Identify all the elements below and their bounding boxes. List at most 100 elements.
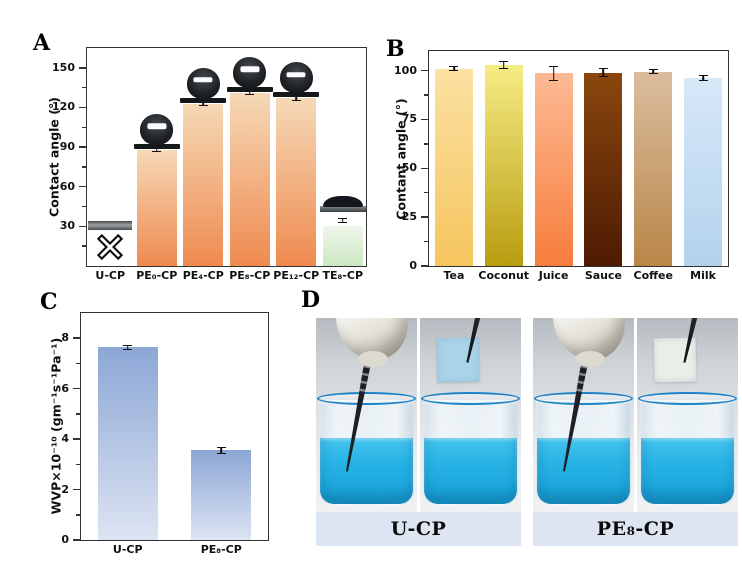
error-bar bbox=[499, 60, 509, 69]
y-axis-tick bbox=[421, 69, 428, 72]
water-droplet-icon bbox=[233, 56, 267, 88]
category-label-U-CP: U-CP bbox=[95, 269, 126, 282]
bar-Coconut bbox=[484, 64, 523, 266]
y-axis-tick-label: 0 bbox=[409, 259, 417, 272]
y-axis-minor-tick bbox=[82, 245, 86, 247]
category-label-Milk: Milk bbox=[690, 269, 716, 282]
bar-PE₄-CP bbox=[183, 103, 224, 266]
y-axis-tick-label: 60 bbox=[59, 179, 75, 193]
beaker bbox=[421, 392, 520, 506]
y-axis-tick-label: 120 bbox=[52, 100, 75, 114]
photo-caption-u-cp: U-CP bbox=[316, 512, 521, 546]
bar-PE₈-CP bbox=[191, 450, 252, 540]
y-axis-tick-label: 30 bbox=[59, 219, 75, 233]
beaker-rim bbox=[317, 392, 416, 405]
bar-U-CP bbox=[97, 347, 158, 540]
error-bar bbox=[549, 65, 559, 82]
y-axis-minor-tick bbox=[424, 143, 428, 145]
error-bar bbox=[123, 344, 133, 350]
category-label-U-CP: U-CP bbox=[112, 543, 143, 556]
category-label-PE₈-CP: PE₈-CP bbox=[200, 543, 242, 556]
beaker-liquid bbox=[641, 438, 734, 504]
film-slab bbox=[88, 221, 133, 230]
panel-a-label: A bbox=[33, 30, 51, 56]
category-label-Juice: Juice bbox=[538, 269, 569, 282]
y-axis-tick bbox=[421, 118, 428, 121]
y-axis-minor-tick bbox=[82, 86, 86, 89]
category-label-PE₈-CP: PE₈-CP bbox=[229, 269, 271, 282]
y-axis-tick bbox=[421, 167, 428, 170]
bar-Coffee bbox=[634, 71, 673, 266]
y-axis-tick bbox=[421, 265, 428, 267]
category-label-PE₀-CP: PE₀-CP bbox=[136, 269, 178, 282]
beaker bbox=[638, 392, 737, 506]
y-axis-minor-tick bbox=[76, 413, 80, 415]
y-axis-tick bbox=[73, 438, 80, 440]
panel-c-label: C bbox=[40, 289, 58, 315]
panel-a-y-axis-label: Contact angle (°) bbox=[46, 97, 62, 217]
cross-icon bbox=[96, 233, 124, 261]
photo-caption-pe8-cp: PE₈-CP bbox=[533, 512, 738, 546]
photo-pair bbox=[533, 318, 738, 512]
droplet-substrate bbox=[180, 97, 227, 103]
water-droplet-icon bbox=[140, 113, 174, 145]
y-axis-tick-label: 100 bbox=[394, 63, 417, 77]
category-label-Tea: Tea bbox=[443, 269, 465, 282]
error-bar bbox=[338, 217, 348, 224]
y-axis-tick-label: 75 bbox=[401, 112, 417, 126]
beaker-rim bbox=[421, 392, 520, 405]
beaker bbox=[317, 392, 416, 506]
panel-c-plot: 0 2 4 6 8 U-CP PE₈-CP bbox=[61, 312, 269, 555]
beaker-rim bbox=[534, 392, 633, 405]
y-axis-tick-label: 0 bbox=[61, 533, 69, 546]
beaker-liquid bbox=[320, 438, 413, 504]
category-label-PE₁₂-CP: PE₁₂-CP bbox=[273, 269, 320, 282]
bar-Juice bbox=[534, 73, 573, 266]
y-axis-minor-tick bbox=[424, 191, 428, 194]
droplet-substrate bbox=[273, 92, 320, 98]
y-axis-tick bbox=[79, 225, 86, 228]
y-axis-tick bbox=[79, 106, 86, 109]
y-axis-tick-label: 50 bbox=[401, 161, 417, 175]
bar-Sauce bbox=[584, 72, 623, 266]
beaker-rim bbox=[638, 392, 737, 405]
photo-lift-u-cp bbox=[420, 318, 521, 512]
y-axis-tick bbox=[73, 539, 80, 541]
category-label-Coconut: Coconut bbox=[478, 269, 530, 282]
y-axis-tick-label: 150 bbox=[52, 60, 75, 74]
panel-d-label: D bbox=[301, 287, 321, 313]
droplet-substrate bbox=[133, 143, 180, 149]
beaker bbox=[534, 392, 633, 506]
y-axis-tick bbox=[79, 146, 86, 148]
category-label-Coffee: Coffee bbox=[633, 269, 673, 282]
droplet-substrate bbox=[226, 86, 273, 92]
photo-group-pe8-cp: PE₈-CP bbox=[533, 318, 738, 546]
y-axis-tick bbox=[73, 387, 80, 390]
water-droplet-icon bbox=[186, 67, 220, 99]
y-axis-tick bbox=[79, 185, 86, 188]
y-axis-minor-tick bbox=[82, 166, 86, 168]
photo-group-u-cp: U-CP bbox=[316, 318, 521, 546]
y-axis-tick-label: 8 bbox=[61, 331, 69, 345]
bar-Milk bbox=[684, 78, 723, 266]
y-axis-tick bbox=[421, 216, 428, 218]
error-bar bbox=[648, 69, 658, 75]
droplet-substrate bbox=[319, 206, 366, 213]
photo-pair bbox=[316, 318, 521, 512]
y-axis-tick-label: 90 bbox=[59, 140, 75, 154]
y-axis-minor-tick bbox=[424, 240, 428, 243]
photo-dip-u-cp bbox=[316, 318, 417, 512]
glove bbox=[336, 318, 408, 367]
bar-PE₁₂-CP bbox=[276, 98, 317, 266]
y-axis-tick-label: 2 bbox=[61, 482, 69, 496]
error-bar bbox=[449, 66, 459, 72]
error-bar bbox=[698, 75, 708, 82]
beaker-liquid bbox=[537, 438, 630, 504]
photo-dip-pe8-cp bbox=[533, 318, 634, 512]
bar-Tea bbox=[434, 68, 473, 266]
category-label-TE₈-CP: TE₈-CP bbox=[322, 269, 364, 282]
y-axis-minor-tick bbox=[76, 514, 80, 516]
y-axis-tick bbox=[73, 337, 80, 339]
y-axis-tick-label: 6 bbox=[61, 381, 69, 395]
